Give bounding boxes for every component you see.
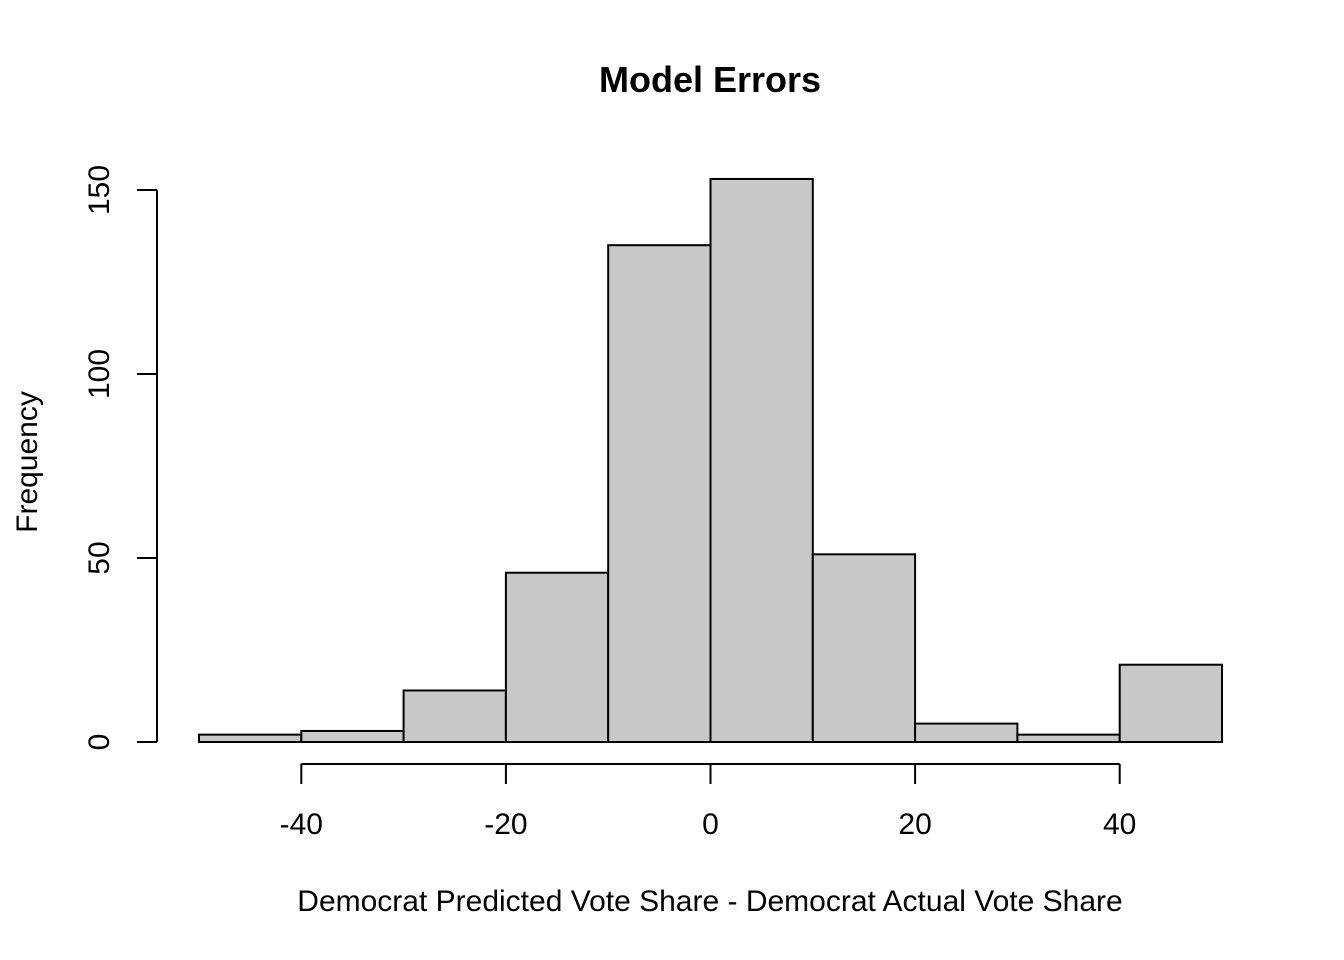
- x-axis: -40 -20 0 20 40: [280, 763, 1136, 841]
- y-tick-label: 0: [83, 734, 116, 751]
- y-tick-label: 100: [83, 349, 116, 399]
- histogram-bar: [198, 733, 303, 744]
- y-axis: 0 50 100 150: [83, 165, 158, 751]
- x-axis-label: Democrat Predicted Vote Share - Democrat…: [297, 885, 1122, 918]
- histogram-bar: [300, 729, 405, 744]
- x-tick-label: 20: [898, 808, 931, 841]
- histogram-bar: [1016, 733, 1121, 744]
- x-tick-label: 0: [702, 808, 719, 841]
- histogram-bar: [607, 244, 712, 743]
- chart-title: Model Errors: [599, 59, 821, 100]
- x-tick-label: -20: [484, 808, 527, 841]
- histogram-bar: [914, 722, 1019, 743]
- x-tick-label: -40: [280, 808, 323, 841]
- x-tick-label: 40: [1103, 808, 1136, 841]
- y-axis-label: Frequency: [11, 391, 44, 533]
- histogram-bar: [1118, 663, 1223, 743]
- y-tick-label: 50: [83, 541, 116, 574]
- y-tick-label: 150: [83, 165, 116, 215]
- histogram-bar: [402, 689, 507, 743]
- histogram-bar: [504, 571, 610, 743]
- histogram-bar: [811, 553, 917, 743]
- bars-group: [198, 177, 1223, 744]
- histogram-bar: [709, 177, 814, 743]
